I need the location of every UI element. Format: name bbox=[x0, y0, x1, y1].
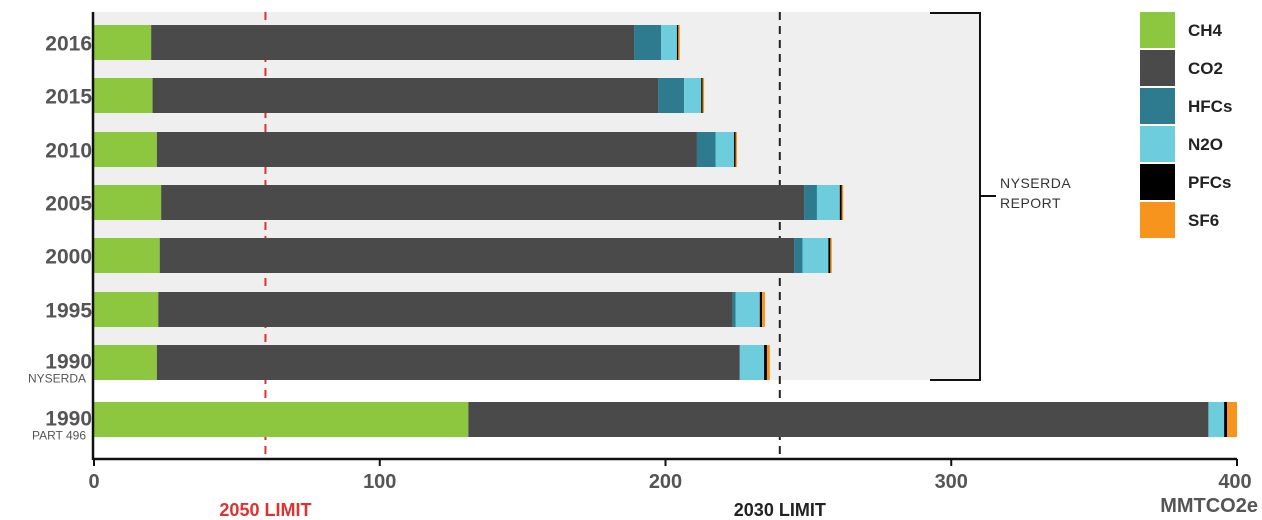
bar-segment-co2 bbox=[161, 185, 805, 220]
x-tick-label-1: 0 bbox=[88, 471, 99, 493]
bar-segment-hfcs bbox=[794, 238, 803, 273]
bar-group-5 bbox=[94, 238, 832, 273]
bar-segment-co2 bbox=[156, 345, 740, 380]
bar-segment-co2 bbox=[468, 402, 1209, 437]
bar-segment-n2o bbox=[816, 185, 840, 220]
legend-label-ch4: CH4 bbox=[1188, 21, 1223, 40]
bar-segment-sf6 bbox=[1226, 402, 1237, 437]
bar-segment-n2o bbox=[802, 238, 829, 273]
x-tick-label-4: 300 bbox=[935, 471, 968, 493]
year-label-8: 1990 bbox=[45, 408, 92, 431]
bar-segment-sf6 bbox=[762, 292, 765, 327]
bar-segment-pfcs bbox=[828, 238, 831, 273]
bracket-label-line-1: NYSERDA bbox=[1000, 175, 1071, 191]
bar-groups bbox=[94, 25, 1237, 437]
bar-segment-pfcs bbox=[759, 292, 763, 327]
bar-segment-co2 bbox=[159, 238, 795, 273]
bar-segment-pfcs bbox=[676, 25, 679, 60]
legend-swatch-sf6 bbox=[1140, 202, 1175, 238]
x-axis-unit-label: MMTCO2e bbox=[1160, 495, 1258, 517]
bar-segment-co2 bbox=[152, 78, 659, 113]
bar-segment-n2o bbox=[739, 345, 765, 380]
bar-segment-ch4 bbox=[94, 345, 157, 380]
bar-segment-ch4 bbox=[94, 78, 153, 113]
legend-label-n2o: N2O bbox=[1188, 135, 1223, 154]
year-label-3: 2010 bbox=[45, 140, 92, 163]
bar-segment-hfcs bbox=[732, 292, 736, 327]
legend-label-co2: CO2 bbox=[1188, 59, 1223, 78]
bar-segment-sf6 bbox=[735, 132, 737, 167]
bar-segment-hfcs bbox=[696, 132, 716, 167]
year-sublabel-7: NYSERDA bbox=[28, 372, 86, 386]
bar-segment-co2 bbox=[156, 132, 697, 167]
year-labels: 2016201520102005200019951990NYSERDA1990P… bbox=[28, 33, 92, 443]
bar-segment-sf6 bbox=[830, 238, 832, 273]
x-tick-label-2: 100 bbox=[363, 471, 396, 493]
legend: CH4 CO2 HFCs N2O PFCs SF6 bbox=[1140, 12, 1232, 238]
bar-segment-pfcs bbox=[839, 185, 842, 220]
bar-segment-sf6 bbox=[766, 345, 770, 380]
bar-segment-co2 bbox=[151, 25, 635, 60]
year-label-2: 2015 bbox=[45, 86, 92, 109]
bar-segment-ch4 bbox=[94, 185, 162, 220]
bar-segment-ch4 bbox=[94, 132, 157, 167]
year-label-7: 1990 bbox=[45, 351, 92, 374]
legend-swatch-hfcs bbox=[1140, 88, 1175, 124]
year-sublabel-8: PART 496 bbox=[32, 429, 86, 443]
year-label-5: 2000 bbox=[45, 246, 92, 269]
bar-segment-pfcs bbox=[734, 132, 736, 167]
bar-segment-pfcs bbox=[764, 345, 767, 380]
bar-segment-hfcs bbox=[634, 25, 662, 60]
bar-group-1 bbox=[94, 25, 680, 60]
bar-segment-n2o bbox=[661, 25, 677, 60]
bar-segment-pfcs bbox=[701, 78, 703, 113]
bar-segment-hfcs bbox=[658, 78, 685, 113]
bar-segment-n2o bbox=[735, 292, 760, 327]
bar-group-7 bbox=[94, 345, 770, 380]
legend-label-hfcs: HFCs bbox=[1188, 97, 1232, 116]
year-label-1: 2016 bbox=[45, 33, 92, 56]
bar-segment-sf6 bbox=[702, 78, 705, 113]
bar-group-2 bbox=[94, 78, 705, 113]
year-label-4: 2005 bbox=[45, 193, 92, 216]
legend-swatch-co2 bbox=[1140, 50, 1175, 86]
legend-swatch-n2o bbox=[1140, 126, 1175, 162]
bar-segment-sf6 bbox=[678, 25, 680, 60]
bar-segment-n2o bbox=[715, 132, 735, 167]
bracket-label-line-2: REPORT bbox=[1000, 195, 1061, 211]
x-tick-label-5: 400 bbox=[1218, 471, 1251, 493]
bar-segment-ch4 bbox=[94, 238, 160, 273]
bar-segment-sf6 bbox=[841, 185, 844, 220]
nyserda-bracket: NYSERDA REPORT bbox=[930, 12, 1071, 381]
bar-segment-n2o bbox=[684, 78, 702, 113]
bar-group-3 bbox=[94, 132, 737, 167]
bar-segment-hfcs bbox=[804, 185, 817, 220]
bar-group-4 bbox=[94, 185, 844, 220]
legend-label-pfcs: PFCs bbox=[1188, 173, 1231, 192]
bar-segment-ch4 bbox=[94, 25, 152, 60]
bar-segment-n2o bbox=[1208, 402, 1225, 437]
bar-group-6 bbox=[94, 292, 765, 327]
legend-swatch-ch4 bbox=[1140, 12, 1175, 48]
legend-label-sf6: SF6 bbox=[1188, 211, 1219, 230]
bar-segment-ch4 bbox=[94, 402, 469, 437]
bar-group-8 bbox=[94, 402, 1237, 437]
legend-swatch-pfcs bbox=[1140, 164, 1175, 200]
bar-segment-co2 bbox=[158, 292, 733, 327]
bar-segment-ch4 bbox=[94, 292, 159, 327]
reference-label-2: 2030 LIMIT bbox=[734, 500, 826, 520]
x-tick-label-3: 200 bbox=[649, 471, 682, 493]
reference-label-1: 2050 LIMIT bbox=[219, 500, 311, 520]
bar-segment-pfcs bbox=[1224, 402, 1227, 437]
year-label-6: 1995 bbox=[45, 300, 92, 323]
